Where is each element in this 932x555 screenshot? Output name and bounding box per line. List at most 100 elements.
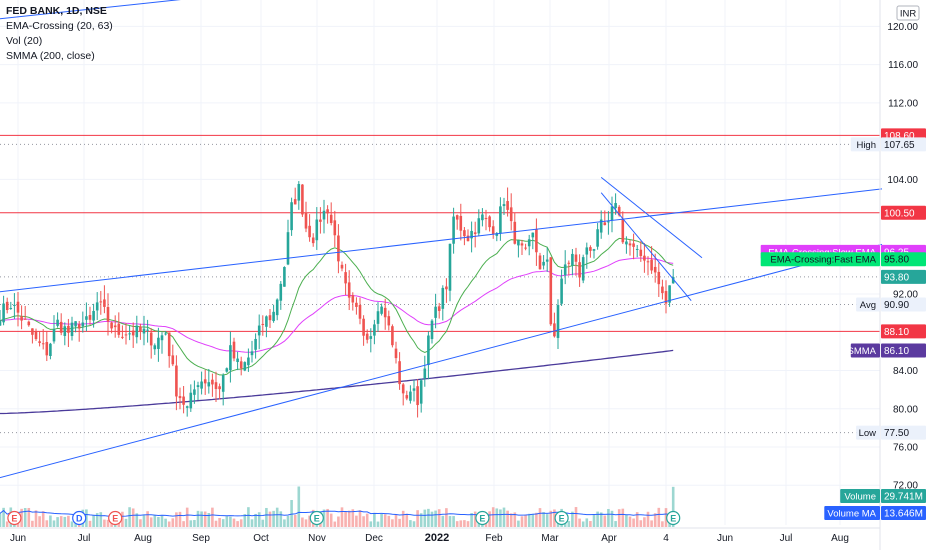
price-badge-value: 88.10 (884, 327, 909, 338)
volume-bar (524, 514, 527, 527)
volume-bar (272, 510, 275, 527)
volume-bar (643, 517, 646, 527)
candle-body (470, 230, 473, 239)
candle-body (481, 214, 484, 221)
volume-bar (254, 513, 257, 527)
candle-body (146, 329, 149, 331)
candle-body (99, 301, 103, 303)
volume-bar (175, 512, 178, 527)
volume-bar (614, 521, 617, 527)
candle-body (110, 322, 113, 329)
candle-body (448, 243, 452, 291)
candle-body (153, 345, 157, 350)
candle-body (419, 380, 423, 404)
volume-bar (430, 511, 434, 527)
volume-bar (664, 508, 668, 527)
candle-body (466, 235, 470, 242)
legend-ema[interactable]: EMA-Crossing (20, 63) (6, 20, 113, 32)
price-tick-116: 116.00 (888, 60, 918, 71)
candle-body (131, 330, 135, 336)
time-label-Dec: Dec (365, 533, 383, 544)
volume-bar (365, 513, 369, 527)
candle-body (509, 207, 513, 222)
candle-body (301, 184, 304, 215)
volume-bar (99, 512, 103, 527)
volume-bar (509, 513, 513, 527)
volume-bar (38, 516, 41, 527)
event-marker-4[interactable]: E (475, 510, 490, 526)
legend-vol[interactable]: Vol (20) (6, 35, 43, 47)
volume-bar (380, 513, 383, 527)
volume-bar (203, 511, 207, 527)
candle-body (178, 396, 182, 399)
volume-bar (452, 516, 455, 527)
price-badge-8: 86.10 SMMA (848, 343, 926, 358)
event-marker-letter: E (559, 514, 565, 524)
volume-bar (34, 510, 38, 527)
candle-body (85, 316, 88, 320)
legend-symbol[interactable]: FED BANK, 1D, NSE (6, 5, 107, 17)
volume-bar (369, 521, 373, 527)
candle-body (589, 247, 592, 251)
volume-bar (218, 517, 221, 527)
candle-body (621, 218, 625, 243)
volume-bar (513, 512, 517, 527)
legend-smma[interactable]: SMMA (200, close) (6, 50, 95, 62)
price-badge-label: SMMA (848, 346, 877, 357)
volume-bar (59, 516, 63, 527)
event-marker-ring (554, 510, 569, 526)
candles (0, 181, 675, 418)
candle-body (175, 365, 178, 397)
candle-body (488, 216, 491, 228)
candle-body (247, 357, 250, 366)
candle-body (16, 301, 20, 313)
volume-bar (383, 514, 387, 527)
time-label-Jul: Jul (780, 533, 793, 544)
trend-lines[interactable] (0, 0, 883, 487)
volume-bar (553, 509, 556, 527)
candle-body (128, 333, 131, 335)
event-marker-5[interactable]: E (554, 510, 569, 526)
volume-bar (459, 520, 463, 527)
candle-body (225, 368, 229, 372)
candle-body (463, 230, 466, 237)
volume-bar (275, 507, 279, 527)
price-badge-box (881, 506, 926, 520)
event-marker-0[interactable]: E (7, 510, 22, 526)
candle-body (56, 319, 59, 326)
price-badge-label: EMA-Crossing:Fast EMA (770, 255, 876, 266)
event-marker-2[interactable]: E (108, 510, 123, 526)
event-marker-ring (309, 510, 324, 526)
price-badge-box (881, 489, 926, 503)
volume-bar (250, 519, 254, 527)
candle-body (556, 305, 560, 338)
volume-bar (589, 521, 592, 527)
candle-body (38, 341, 41, 343)
candle-body (603, 222, 607, 226)
event-marker-6[interactable]: E (666, 510, 681, 526)
price-badge-label: Volume (844, 492, 876, 503)
candle-body (319, 219, 322, 222)
event-marker-1[interactable]: D (72, 510, 87, 526)
volume-bar (617, 509, 621, 527)
time-label-Nov: Nov (308, 533, 326, 544)
price-badge-value: 13.646M (884, 509, 923, 520)
price-badge-box (881, 205, 926, 220)
candle-body (380, 306, 383, 314)
volume-bar (225, 516, 229, 527)
candle-body (383, 307, 387, 318)
price-tick-112: 112.00 (888, 98, 918, 109)
candle-body (250, 351, 254, 356)
candle-body (275, 299, 279, 316)
volume-bar (650, 520, 653, 527)
candle-body (545, 259, 549, 262)
volume-bar (639, 520, 643, 527)
candle-body (211, 379, 214, 385)
event-marker-3[interactable]: E (309, 510, 324, 526)
price-badge-label: High (856, 140, 876, 151)
volume-bar (45, 520, 49, 527)
volume-bar (301, 517, 304, 527)
volume-bar (563, 521, 567, 527)
